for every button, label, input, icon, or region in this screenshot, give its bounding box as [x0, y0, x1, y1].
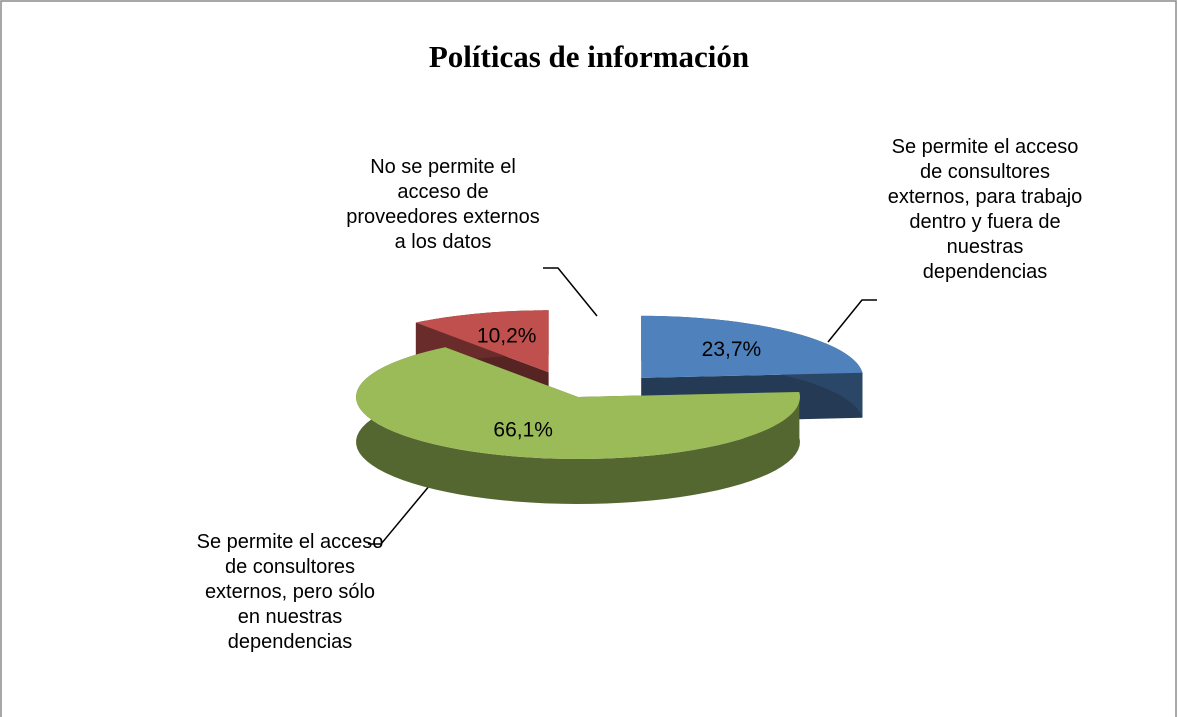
category-label: Se permite el acceso de consultores exte…	[196, 531, 384, 653]
slice	[641, 315, 863, 378]
slice	[415, 310, 549, 373]
data-label: 23,7%	[702, 338, 762, 361]
chart-title: Políticas de información	[429, 39, 749, 74]
data-label: 10,2%	[477, 325, 537, 348]
slice-wall	[356, 347, 800, 504]
leader-line	[827, 299, 877, 343]
slice	[356, 347, 800, 459]
category-label: No se permite el acceso de proveedores e…	[346, 156, 540, 253]
data-label: 66,1%	[493, 418, 553, 441]
leader-line	[543, 267, 598, 317]
leader-line	[368, 484, 431, 545]
category-label: Se permite el acceso de consultores exte…	[887, 136, 1083, 283]
